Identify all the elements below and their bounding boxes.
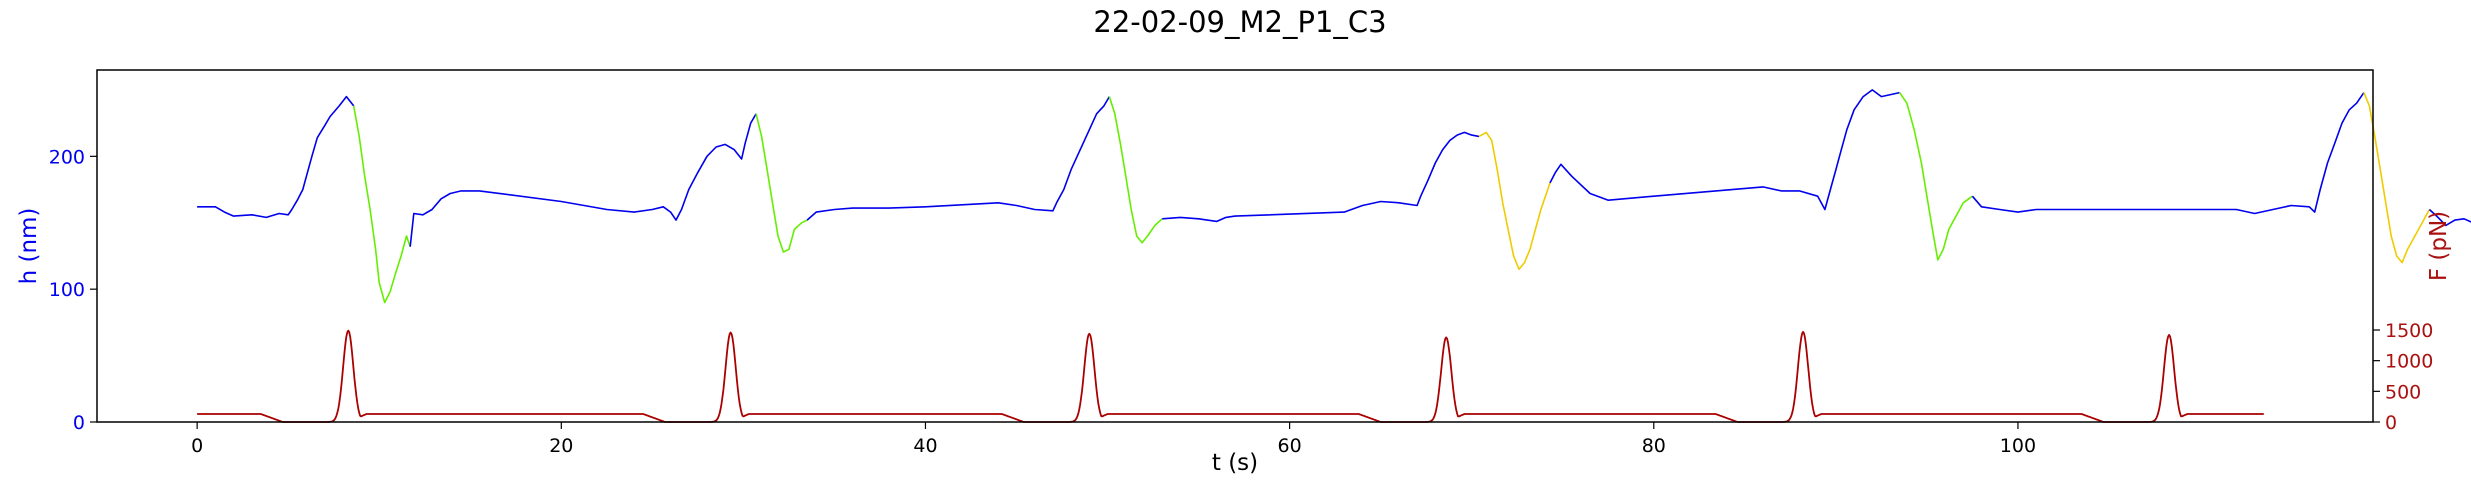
height-series-segment-10-green (1898, 92, 1973, 261)
height-series-segment-1-blue (197, 95, 355, 219)
x-tick-label-40: 40 (913, 435, 937, 457)
x-tick-label-0: 0 (191, 435, 203, 457)
height-series-segment-9-blue (1549, 89, 1900, 211)
height-series-segment-8-yellow (1478, 131, 1551, 271)
left-y-axis: 0 100 200 (49, 146, 97, 434)
chart-title: 22-02-09_M2_P1_C3 (1093, 5, 1386, 39)
height-series-segment-11-blue (1971, 92, 2365, 215)
x-tick-label-80: 80 (1642, 435, 1666, 457)
plot-area (197, 89, 2471, 423)
left-y-axis-label: h (nm) (16, 208, 42, 285)
right-y-tick-label-1500: 1500 (2385, 320, 2433, 342)
x-tick-label-60: 60 (1278, 435, 1302, 457)
x-tick-label-100: 100 (2000, 435, 2036, 457)
height-series-segment-13-blue (2428, 208, 2471, 227)
height-series-segment-4-green (755, 113, 808, 253)
height-series-segment-6-green (1108, 96, 1163, 244)
x-axis: 0 20 40 60 80 100 (191, 422, 2036, 457)
right-y-tick-label-1000: 1000 (2385, 351, 2433, 373)
height-series-segment-3-blue (409, 113, 757, 247)
x-axis-label: t (s) (1212, 450, 1258, 476)
plot-frame (96, 69, 2374, 423)
right-y-axis-label: F (pN) (2426, 211, 2452, 281)
height-series-segment-7-blue (1162, 131, 1480, 223)
right-y-tick-label-500: 500 (2385, 381, 2421, 403)
x-tick-label-20: 20 (549, 435, 573, 457)
height-series-segment-5-blue (806, 96, 1111, 221)
height-series-segment-2-green (352, 105, 411, 304)
left-y-tick-label-200: 200 (49, 146, 85, 168)
force-series-line (197, 329, 2264, 423)
right-y-axis: 0 500 1000 1500 (2373, 320, 2433, 434)
left-y-tick-label-100: 100 (49, 279, 85, 301)
left-y-tick-label-0: 0 (73, 412, 85, 434)
right-y-tick-label-0: 0 (2385, 412, 2397, 434)
height-series-segment-12-yellow (2363, 92, 2431, 264)
